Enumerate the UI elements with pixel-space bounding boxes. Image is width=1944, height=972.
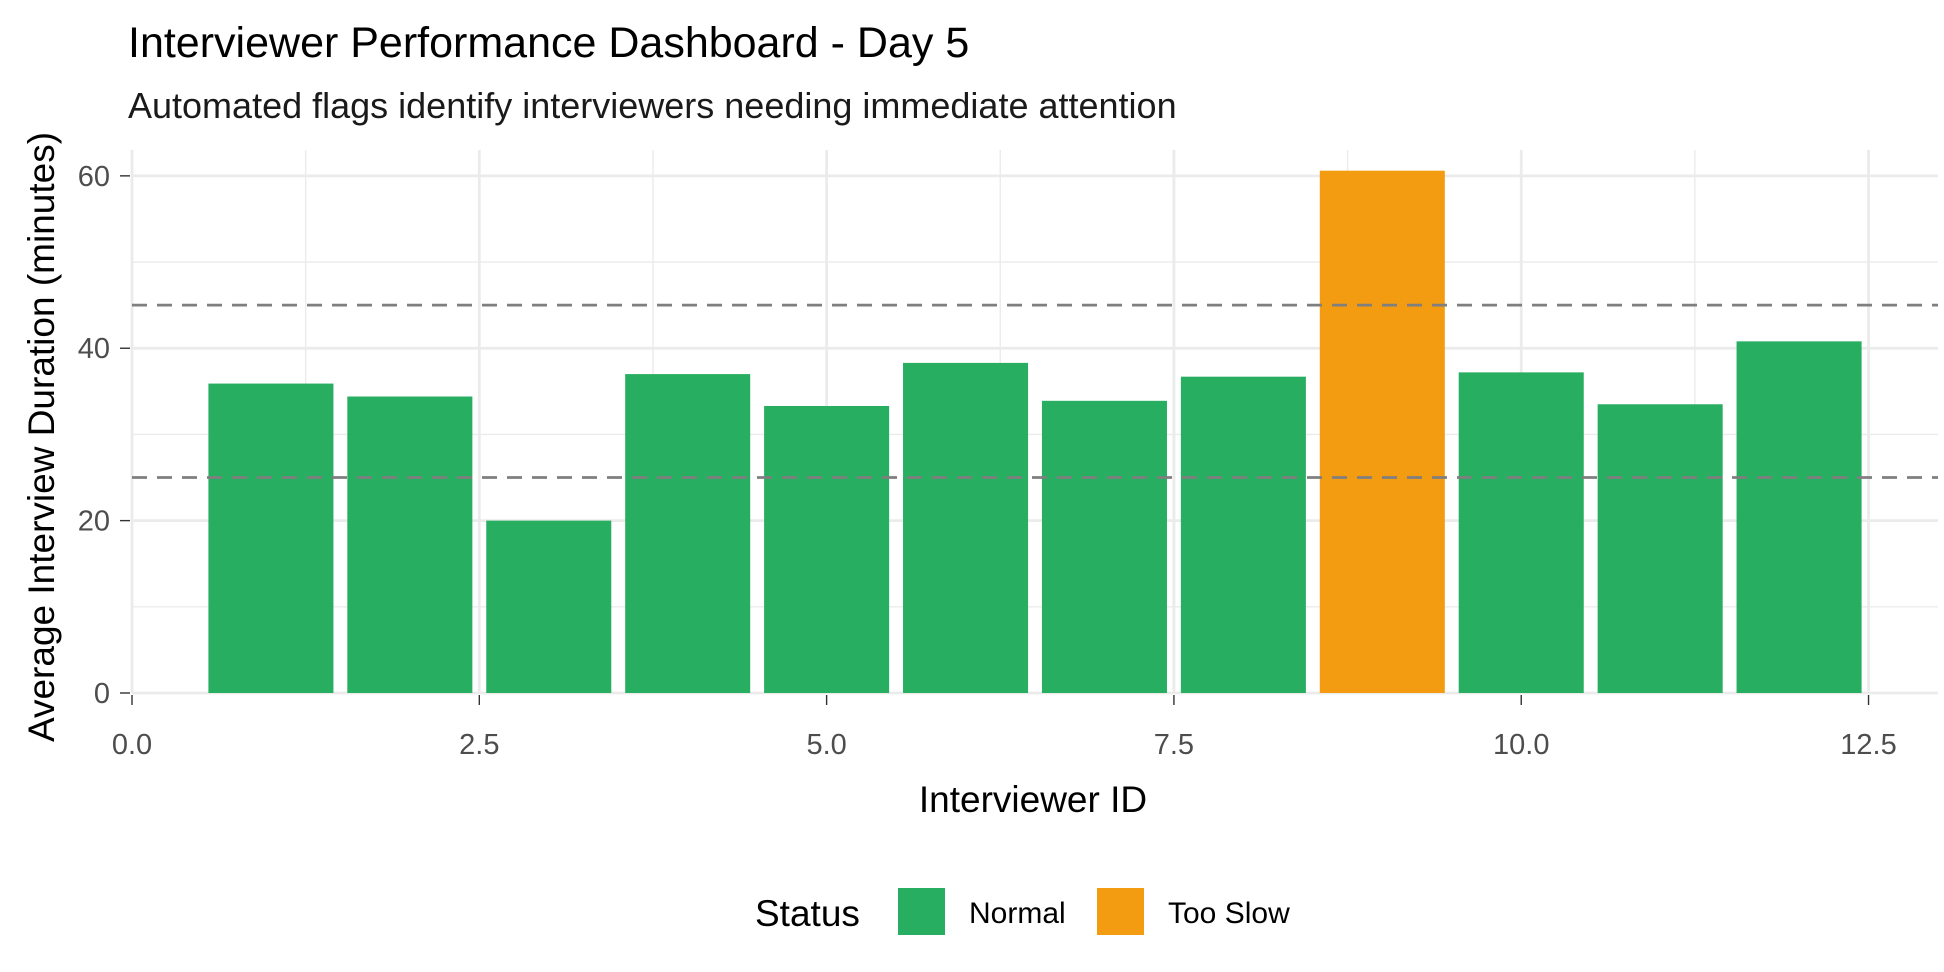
bar-interviewer-4 (625, 374, 751, 693)
legend-label-normal: Normal (969, 897, 1066, 930)
bar-interviewer-3 (486, 520, 612, 693)
legend-swatch-too-slow (1097, 888, 1144, 935)
x-axis-title: Interviewer ID (919, 779, 1147, 820)
x-tick-label: 12.5 (1840, 729, 1896, 761)
chart-title: Interviewer Performance Dashboard - Day … (128, 19, 969, 67)
y-tick-label: 40 (78, 333, 110, 365)
bar-interviewer-8 (1180, 376, 1306, 693)
bar-interviewer-7 (1041, 400, 1167, 693)
y-tick-label: 20 (78, 506, 110, 538)
bar-interviewer-9 (1319, 170, 1445, 693)
bar-interviewer-5 (764, 405, 890, 693)
y-axis-ticks: 0 20 40 60 (78, 161, 130, 710)
x-tick-label: 10.0 (1493, 729, 1549, 761)
x-tick-label: 5.0 (806, 729, 846, 761)
legend: Status Normal Too Slow (755, 888, 1290, 935)
bar-interviewer-11 (1597, 404, 1723, 693)
legend-title: Status (755, 893, 860, 934)
x-axis-ticks: 0.0 2.5 5.0 7.5 10.0 12.5 (112, 695, 1897, 761)
bar-interviewer-6 (903, 362, 1029, 693)
reference-lines (132, 303, 1938, 479)
legend-swatch-normal (898, 888, 945, 935)
y-tick-label: 60 (78, 161, 110, 193)
bar-interviewer-1 (208, 383, 334, 693)
x-tick-label: 7.5 (1154, 729, 1194, 761)
bars (208, 170, 1862, 693)
legend-label-too-slow: Too Slow (1168, 897, 1290, 930)
bar-interviewer-12 (1736, 341, 1862, 693)
bar-interviewer-10 (1458, 372, 1584, 693)
x-tick-label: 0.0 (112, 729, 152, 761)
y-axis-title: Average Interview Duration (minutes) (21, 132, 62, 742)
chart-subtitle: Automated flags identify interviewers ne… (128, 85, 1177, 126)
bar-interviewer-2 (347, 396, 473, 693)
y-tick-label: 0 (94, 678, 110, 710)
x-tick-label: 2.5 (459, 729, 499, 761)
